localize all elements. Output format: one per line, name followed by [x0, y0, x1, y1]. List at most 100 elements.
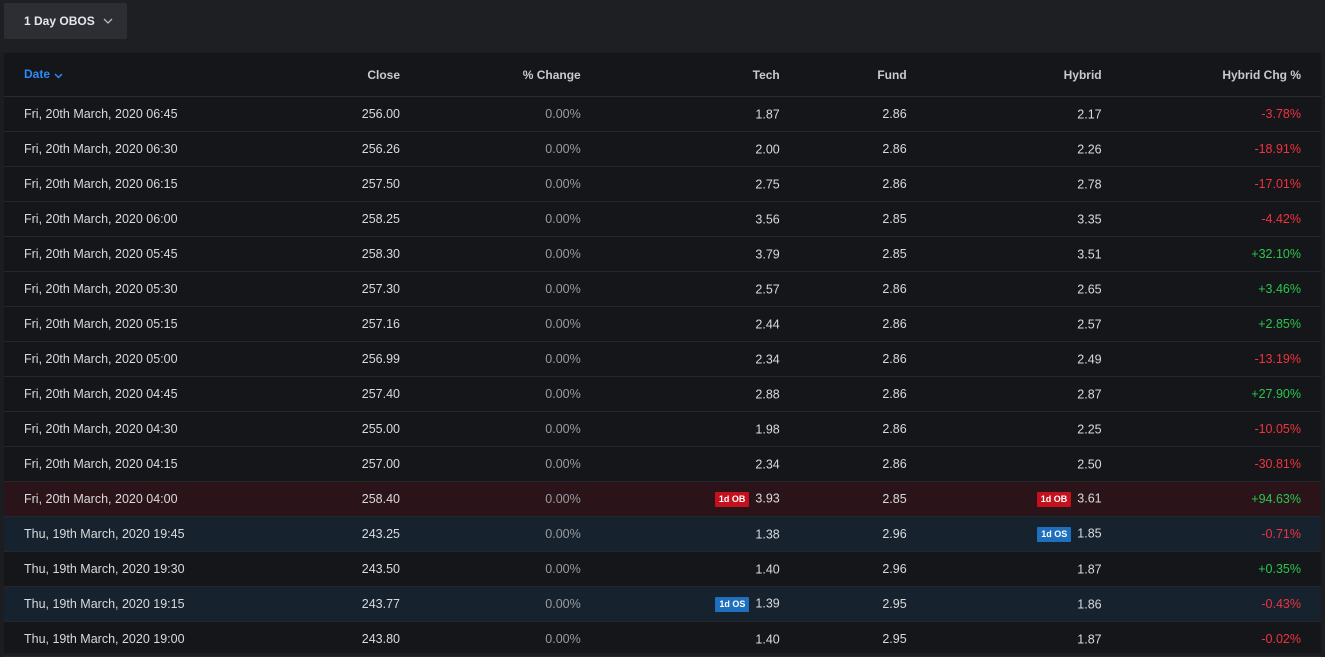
cell-close: 257.16 — [212, 306, 400, 342]
cell-hybrid: 2.50 — [906, 446, 1102, 482]
cell-hybrid: 2.65 — [906, 271, 1102, 307]
cell-pct-change: 0.00% — [400, 201, 581, 237]
cell-pct-change: 0.00% — [400, 166, 581, 202]
cell-hybrid-chg: +94.63% — [1101, 481, 1321, 517]
table-row[interactable]: Fri, 20th March, 2020 05:45 258.30 0.00% 3.… — [4, 236, 1321, 272]
cell-pct-change: 0.00% — [400, 306, 581, 342]
tech-signal-badge: 1d OS — [715, 596, 750, 612]
cell-close: 258.25 — [212, 201, 400, 237]
cell-date: Fri, 20th March, 2020 04:15 — [4, 446, 213, 482]
table-body: Fri, 20th March, 2020 06:45 256.00 0.00% 1.… — [4, 96, 1321, 657]
cell-hybrid: 1.87 — [906, 551, 1102, 587]
tech-signal-badge: 1d OB — [714, 491, 750, 507]
obos-table-panel: Date Close % Change Tech Fund Hybrid Hyb… — [4, 53, 1321, 657]
cell-hybrid-value: 2.50 — [1077, 457, 1102, 472]
table-row[interactable]: Thu, 19th March, 2020 19:45 243.25 0.00% 1.… — [4, 516, 1321, 552]
cell-tech-value: 2.88 — [755, 387, 780, 402]
table-row[interactable]: Thu, 19th March, 2020 19:30 243.50 0.00% 1.… — [4, 551, 1321, 587]
cell-hybrid: 1.86 — [906, 586, 1102, 622]
table-row[interactable]: Fri, 20th March, 2020 06:30 256.26 0.00% 2.… — [4, 131, 1321, 167]
cell-date: Thu, 19th March, 2020 19:15 — [4, 586, 213, 622]
cell-tech-value: 1.98 — [755, 422, 780, 437]
chevron-down-icon — [103, 18, 113, 24]
cell-hybrid: 3.51 — [906, 236, 1102, 272]
table-row[interactable]: Fri, 20th March, 2020 06:00 258.25 0.00% 3.… — [4, 201, 1321, 237]
cell-tech-value: 2.75 — [755, 177, 780, 192]
cell-hybrid-chg: -0.43% — [1101, 586, 1321, 622]
column-header-hybrid[interactable]: Hybrid — [906, 53, 1102, 97]
cell-hybrid-value: 2.49 — [1077, 352, 1102, 367]
table-header-row: Date Close % Change Tech Fund Hybrid Hyb… — [4, 53, 1321, 97]
cell-hybrid: 2.87 — [906, 376, 1102, 412]
cell-tech: 2.75 — [580, 166, 780, 202]
cell-fund: 2.86 — [779, 166, 907, 202]
cell-date: Fri, 20th March, 2020 04:00 — [4, 481, 213, 517]
table-row[interactable]: Fri, 20th March, 2020 05:00 256.99 0.00% 2.… — [4, 341, 1321, 377]
cell-tech: 1.87 — [580, 96, 780, 132]
table-row[interactable]: Fri, 20th March, 2020 04:15 257.00 0.00% 2.… — [4, 446, 1321, 482]
cell-date: Thu, 19th March, 2020 19:30 — [4, 551, 213, 587]
cell-date: Fri, 20th March, 2020 05:30 — [4, 271, 213, 307]
table-row[interactable]: Thu, 19th March, 2020 19:15 243.77 0.00% 1d… — [4, 586, 1321, 622]
cell-tech-value: 3.56 — [755, 212, 780, 227]
cell-hybrid-chg: -0.71% — [1101, 516, 1321, 552]
cell-hybrid: 1.87 — [906, 621, 1102, 657]
cell-fund: 2.85 — [779, 481, 907, 517]
cell-date: Fri, 20th March, 2020 05:45 — [4, 236, 213, 272]
cell-fund: 2.86 — [779, 271, 907, 307]
column-header-date[interactable]: Date — [4, 53, 213, 97]
cell-hybrid-value: 2.17 — [1077, 107, 1102, 122]
cell-fund: 2.86 — [779, 341, 907, 377]
cell-hybrid-value: 1.85 — [1077, 527, 1102, 542]
cell-pct-change: 0.00% — [400, 376, 581, 412]
column-header-tech[interactable]: Tech — [580, 53, 780, 97]
table-row[interactable]: Fri, 20th March, 2020 06:45 256.00 0.00% 1.… — [4, 96, 1321, 132]
cell-tech-value: 1.38 — [755, 527, 780, 542]
cell-tech-value: 3.79 — [755, 247, 780, 262]
cell-tech-value: 2.00 — [755, 142, 780, 157]
cell-tech: 2.34 — [580, 341, 780, 377]
cell-close: 243.77 — [212, 586, 400, 622]
obos-table: Date Close % Change Tech Fund Hybrid Hyb… — [4, 53, 1321, 657]
cell-pct-change: 0.00% — [400, 446, 581, 482]
cell-close: 243.25 — [212, 516, 400, 552]
cell-date: Fri, 20th March, 2020 04:30 — [4, 411, 213, 447]
cell-tech: 2.44 — [580, 306, 780, 342]
column-header-hybrid-chg[interactable]: Hybrid Chg % — [1101, 53, 1321, 97]
table-row[interactable]: Fri, 20th March, 2020 04:00 258.40 0.00% 1d… — [4, 481, 1321, 517]
toolbar: 1 Day OBOS — [0, 0, 1325, 52]
timeframe-dropdown[interactable]: 1 Day OBOS — [4, 3, 127, 39]
cell-date: Fri, 20th March, 2020 06:30 — [4, 131, 213, 167]
column-header-close[interactable]: Close — [212, 53, 400, 97]
cell-close: 243.80 — [212, 621, 400, 657]
table-row[interactable]: Fri, 20th March, 2020 05:30 257.30 0.00% 2.… — [4, 271, 1321, 307]
cell-close: 258.40 — [212, 481, 400, 517]
cell-hybrid-value: 2.65 — [1077, 282, 1102, 297]
cell-fund: 2.85 — [779, 236, 907, 272]
cell-hybrid-value: 2.87 — [1077, 387, 1102, 402]
column-header-fund[interactable]: Fund — [779, 53, 907, 97]
table-row[interactable]: Fri, 20th March, 2020 05:15 257.16 0.00% 2.… — [4, 306, 1321, 342]
cell-hybrid: 2.57 — [906, 306, 1102, 342]
cell-close: 256.99 — [212, 341, 400, 377]
cell-hybrid: 2.49 — [906, 341, 1102, 377]
cell-hybrid-chg: +2.85% — [1101, 306, 1321, 342]
table-row[interactable]: Fri, 20th March, 2020 06:15 257.50 0.00% 2.… — [4, 166, 1321, 202]
table-row[interactable]: Fri, 20th March, 2020 04:45 257.40 0.00% 2.… — [4, 376, 1321, 412]
cell-hybrid-chg: -0.02% — [1101, 621, 1321, 657]
cell-date: Fri, 20th March, 2020 05:15 — [4, 306, 213, 342]
cell-close: 257.50 — [212, 166, 400, 202]
sort-descending-icon[interactable] — [54, 68, 63, 82]
cell-tech: 2.57 — [580, 271, 780, 307]
cell-hybrid-value: 3.51 — [1077, 247, 1102, 262]
cell-tech-value: 1.87 — [755, 107, 780, 122]
cell-hybrid-chg: -4.42% — [1101, 201, 1321, 237]
cell-hybrid: 1d OS 1.85 — [906, 516, 1102, 552]
cell-tech-value: 2.57 — [755, 282, 780, 297]
cell-hybrid-chg: +0.35% — [1101, 551, 1321, 587]
table-row[interactable]: Fri, 20th March, 2020 04:30 255.00 0.00% 1.… — [4, 411, 1321, 447]
cell-hybrid: 2.26 — [906, 131, 1102, 167]
cell-date: Fri, 20th March, 2020 04:45 — [4, 376, 213, 412]
column-header-pct-change[interactable]: % Change — [400, 53, 581, 97]
table-row[interactable]: Thu, 19th March, 2020 19:00 243.80 0.00% 1.… — [4, 621, 1321, 657]
